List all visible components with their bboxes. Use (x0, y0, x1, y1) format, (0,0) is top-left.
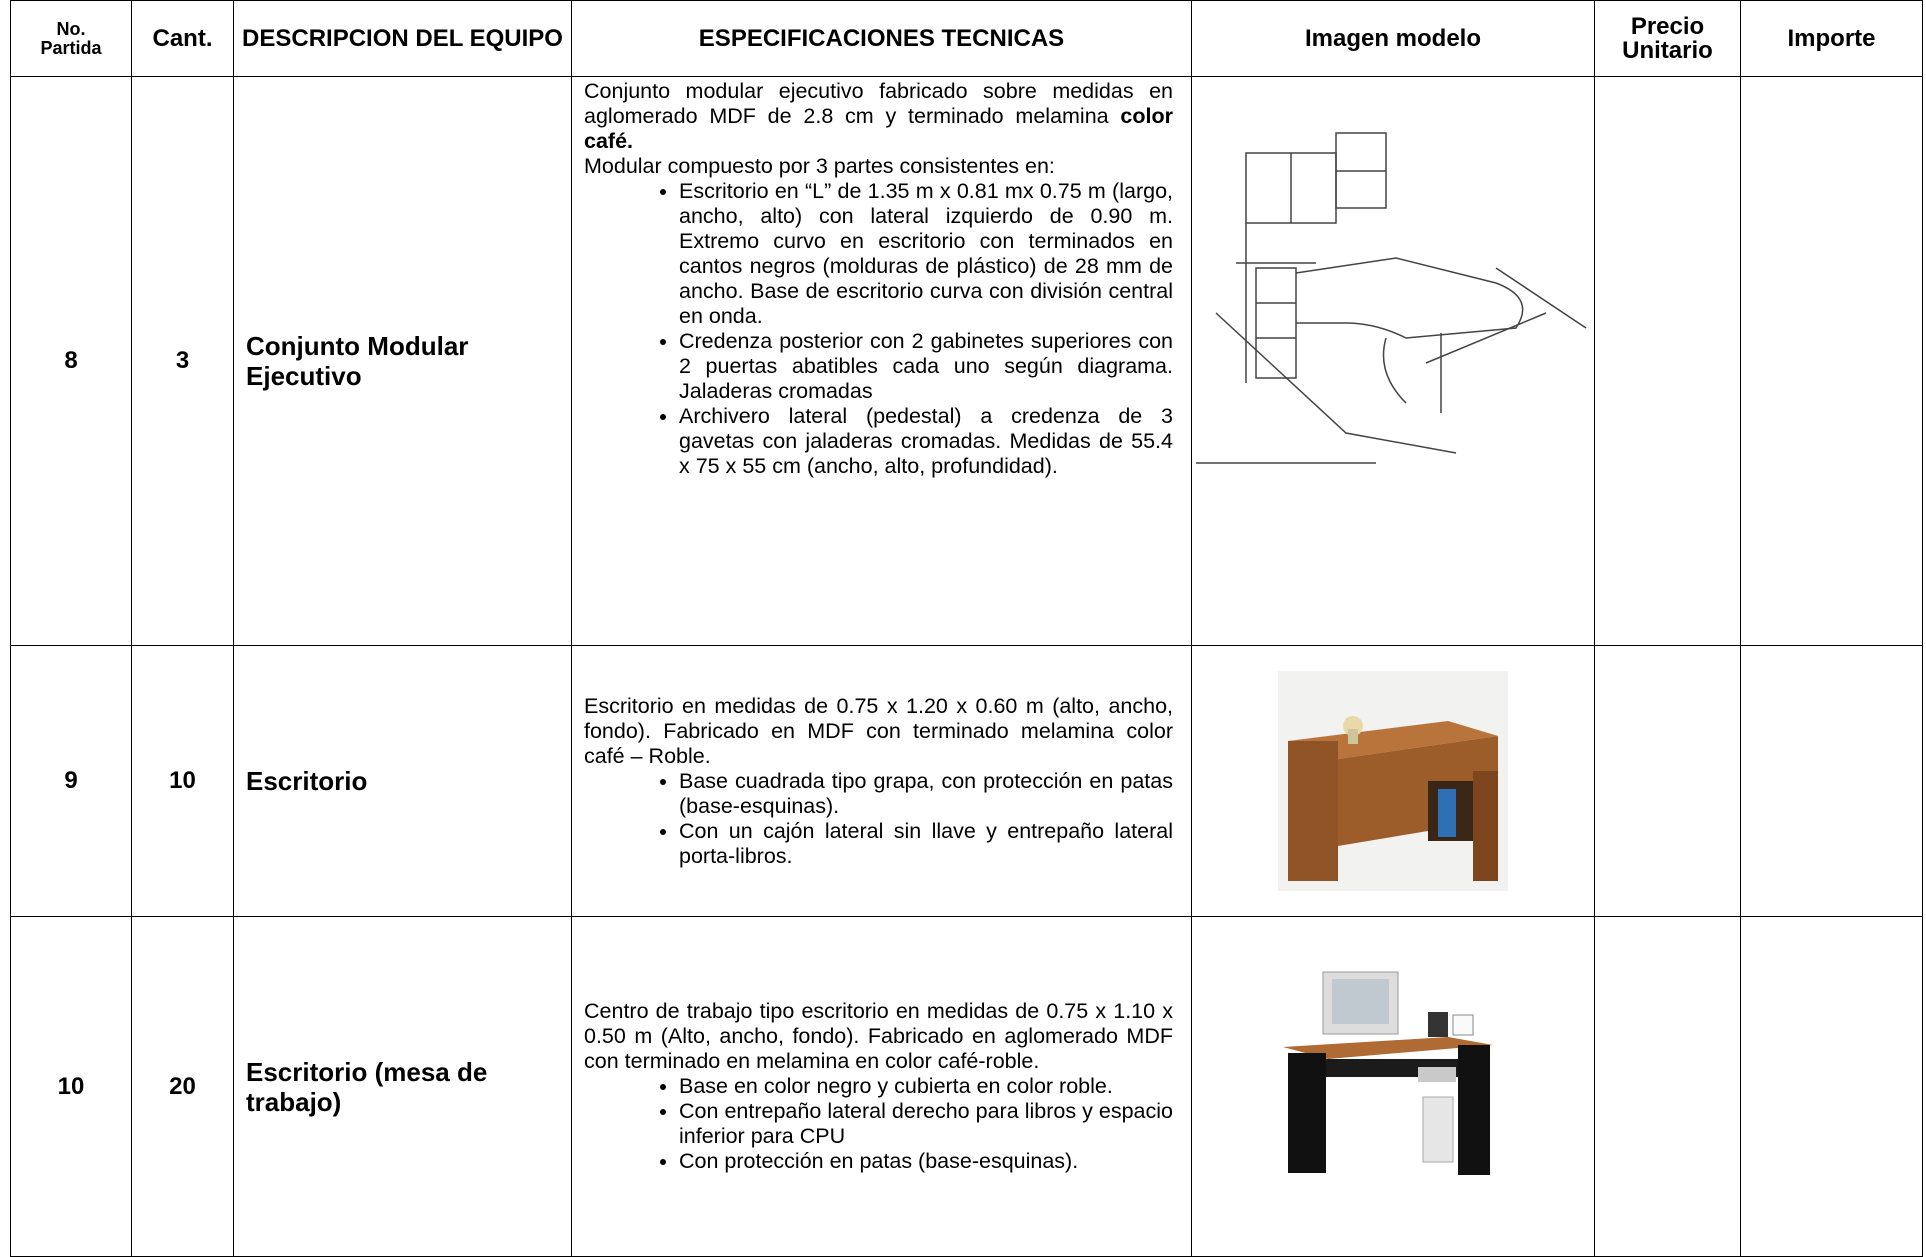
header-cell: No. Partida (10, 0, 132, 77)
precio-cell (1594, 76, 1741, 646)
partida: 10 (10, 916, 132, 1257)
header-cell: Imagen modelo (1191, 0, 1595, 77)
cantidad: 20 (131, 916, 234, 1257)
header-cell: Importe (1740, 0, 1923, 77)
header-row: No. Partida Cant. DESCRIPCION DEL EQUIPO… (10, 0, 1923, 77)
importe-cell (1740, 916, 1923, 1257)
cantidad: 3 (131, 76, 234, 646)
image-cell (1191, 645, 1595, 917)
spec-bullet: Credenza posterior con 2 gabinetes super… (679, 329, 1173, 404)
descripcion: Escritorio (233, 645, 572, 917)
item-row: 9 10 Escritorio Escritorio en medidas de… (10, 645, 1923, 917)
item-row: 10 20 Escritorio (mesa de trabajo) Centr… (10, 916, 1923, 1257)
specs: Centro de trabajo tipo escritorio en med… (571, 916, 1192, 1257)
image-cell (1191, 76, 1595, 646)
importe-cell (1740, 645, 1923, 917)
spec-list: Escritorio en “L” de 1.35 m x 0.81 mx 0.… (584, 179, 1173, 479)
header-text: No. Partida (40, 18, 102, 58)
spec-list: Base cuadrada tipo grapa, con protección… (584, 769, 1173, 869)
cantidad: 10 (131, 645, 234, 917)
descripcion: Conjunto Modular Ejecutivo (233, 76, 572, 646)
spec-bullet: Base cuadrada tipo grapa, con protección… (679, 769, 1173, 819)
spec-paragraph: Modular compuesto por 3 partes consisten… (584, 154, 1173, 179)
header-cell: Cant. (131, 0, 234, 77)
importe-cell (1740, 76, 1923, 646)
furniture-sketch (1195, 132, 1586, 464)
header-cell: ESPECIFICACIONES TECNICAS (571, 0, 1192, 77)
descripcion: Escritorio (mesa de trabajo) (233, 916, 572, 1257)
spec-text: Modular compuesto por 3 partes consisten… (584, 154, 1055, 178)
spec-paragraph: Centro de trabajo tipo escritorio en med… (584, 999, 1173, 1074)
spec-list: Base en color negro y cubierta en color … (584, 1074, 1173, 1174)
spec-bullet: Archivero lateral (pedestal) a credenza … (679, 404, 1173, 479)
spec-bold: color café. (584, 104, 1173, 153)
spec-text: Conjunto modular ejecutivo fabricado sob… (584, 79, 1173, 128)
equipment-table: No. Partida Cant. DESCRIPCION DEL EQUIPO… (10, 0, 1923, 1257)
workstation-photo (1283, 971, 1493, 1175)
header-cell: Precio Unitario (1594, 0, 1741, 77)
spec-bullet: Con entrepaño lateral derecho para libro… (679, 1099, 1173, 1149)
precio-cell (1594, 916, 1741, 1257)
spec-paragraph: Conjunto modular ejecutivo fabricado sob… (584, 79, 1173, 154)
item-row: 8 3 Conjunto Modular Ejecutivo Conjunto … (10, 76, 1923, 646)
spec-bullet: Base en color negro y cubierta en color … (679, 1074, 1173, 1099)
precio-cell (1594, 645, 1741, 917)
header-cell: DESCRIPCION DEL EQUIPO (233, 0, 572, 77)
spec-bullet: Con un cajón lateral sin llave y entrepa… (679, 819, 1173, 869)
spec-bullet: Con protección en patas (base-esquinas). (679, 1149, 1173, 1174)
spec-text: Escritorio en medidas de 0.75 x 1.20 x 0… (584, 693, 1173, 768)
specs: Escritorio en medidas de 0.75 x 1.20 x 0… (571, 645, 1192, 917)
image-cell (1191, 916, 1595, 1257)
specs: Conjunto modular ejecutivo fabricado sob… (571, 76, 1192, 646)
partida: 9 (10, 645, 132, 917)
partida: 8 (10, 76, 132, 646)
spec-paragraph: Escritorio en medidas de 0.75 x 1.20 x 0… (584, 694, 1173, 769)
spec-bullet: Escritorio en “L” de 1.35 m x 0.81 mx 0.… (679, 179, 1173, 329)
spec-text: Centro de trabajo tipo escritorio en med… (584, 999, 1173, 1073)
desk-photo (1278, 671, 1508, 891)
